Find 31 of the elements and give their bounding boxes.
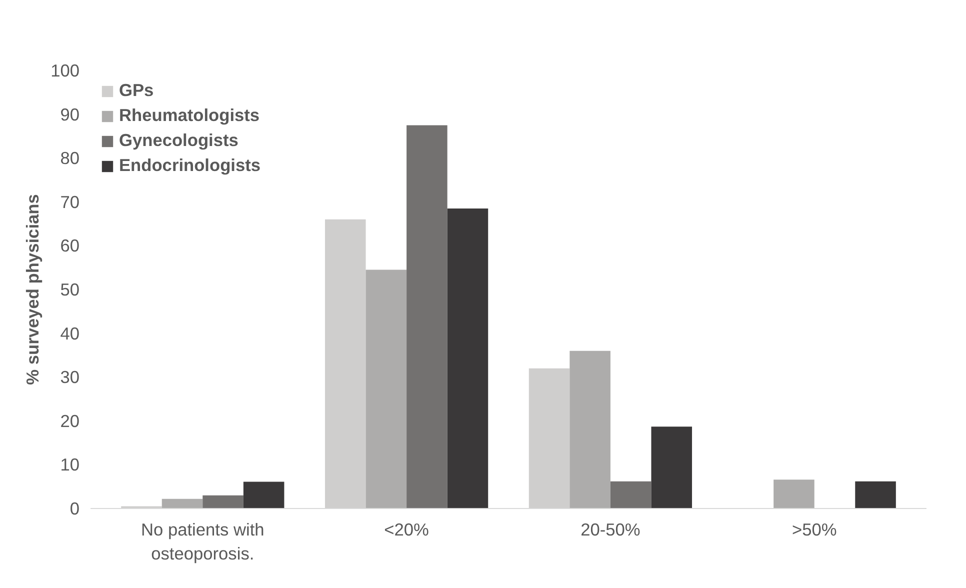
y-tick-label: 50: [60, 280, 80, 300]
x-tick-label: >50%: [792, 520, 837, 540]
bar: [243, 482, 284, 508]
legend-label: Endocrinologists: [119, 155, 261, 176]
bar: [610, 481, 652, 508]
y-tick-label: 70: [60, 192, 80, 212]
bar: [162, 498, 203, 508]
y-tick-label: 100: [50, 60, 80, 80]
y-axis-title: % surveyed physicians: [22, 194, 43, 385]
bar: [406, 125, 448, 508]
legend-label: Rheumatologists: [119, 105, 260, 126]
bar: [651, 426, 692, 508]
bar: [570, 350, 610, 508]
y-tick-label: 30: [60, 367, 80, 388]
bar: [774, 480, 814, 508]
x-tick-label: 20-50%: [580, 520, 640, 540]
bar: [855, 481, 896, 508]
y-tick-label: 20: [60, 410, 80, 431]
y-tick-label: 40: [60, 323, 80, 344]
y-tick-label: 90: [60, 104, 80, 124]
bar: [366, 270, 407, 508]
y-tick-label: 60: [60, 236, 80, 256]
x-tick-label: No patients with osteoporosis.: [141, 520, 264, 564]
legend-label: Gynecologists: [119, 130, 238, 151]
y-tick-label: 10: [60, 454, 80, 475]
x-tick-label: <20%: [384, 520, 429, 540]
bar: [447, 208, 488, 508]
bar: [202, 495, 244, 508]
y-tick-label: 0: [70, 498, 80, 518]
y-tick-label: 80: [60, 148, 80, 168]
legend-label: GPs: [119, 80, 154, 101]
